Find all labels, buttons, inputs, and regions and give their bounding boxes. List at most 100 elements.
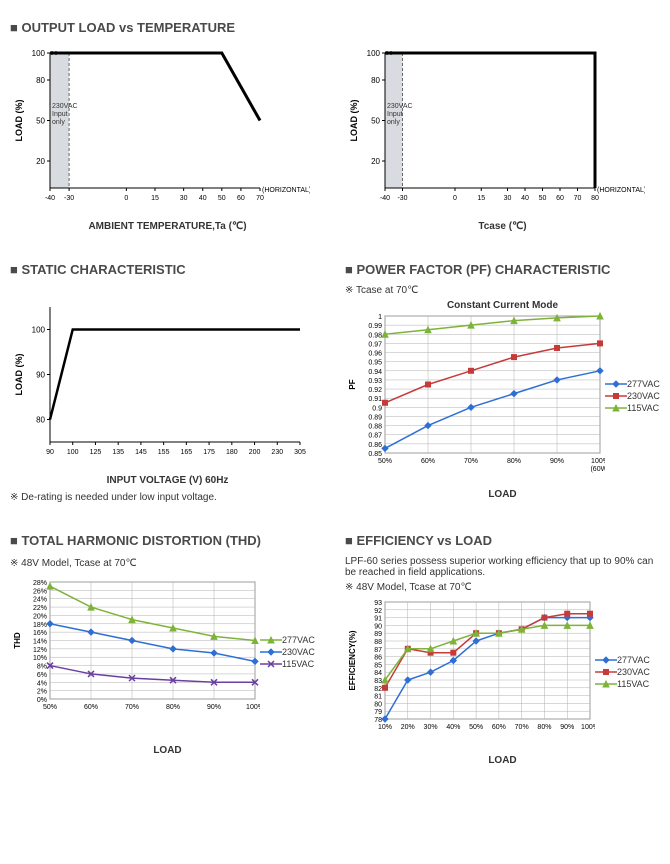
svg-text:0.97: 0.97: [368, 341, 382, 348]
svg-text:0: 0: [453, 195, 457, 202]
svg-text:100%: 100%: [581, 724, 595, 731]
chart1a: 230VACInputonly205080100-40-300153040506…: [10, 43, 325, 213]
svg-text:24%: 24%: [33, 597, 47, 604]
svg-text:30: 30: [180, 195, 188, 202]
svg-text:87: 87: [374, 647, 382, 654]
svg-text:18%: 18%: [33, 622, 47, 629]
legend-item: 230VAC: [260, 647, 315, 657]
svg-text:-30: -30: [64, 195, 74, 202]
svg-text:80: 80: [371, 76, 380, 85]
chart3-xlabel: LOAD: [345, 489, 660, 500]
svg-text:305: 305: [294, 449, 306, 456]
svg-text:0.87: 0.87: [368, 433, 382, 440]
chart5-xlabel: LOAD: [345, 755, 660, 766]
svg-text:90: 90: [46, 449, 54, 456]
chart4: 0%2%4%6%8%10%12%14%16%18%20%22%24%26%28%…: [10, 577, 325, 727]
svg-text:88: 88: [374, 639, 382, 646]
svg-text:92: 92: [374, 608, 382, 615]
svg-text:22%: 22%: [33, 605, 47, 612]
svg-text:125: 125: [90, 449, 102, 456]
legend-item: 277VAC: [605, 379, 660, 389]
row-2: STATIC CHARACTERISTIC 809010090100125135…: [10, 252, 660, 503]
svg-text:0.94: 0.94: [368, 369, 382, 376]
svg-text:16%: 16%: [33, 630, 47, 637]
svg-text:80%: 80%: [507, 458, 521, 465]
chart2: 8090100901001251351451551651751802002303…: [10, 297, 325, 467]
svg-text:0.96: 0.96: [368, 351, 382, 358]
svg-text:84: 84: [374, 670, 382, 677]
svg-text:90: 90: [36, 371, 45, 380]
svg-text:0.92: 0.92: [368, 387, 382, 394]
svg-text:60: 60: [237, 195, 245, 202]
svg-text:80%: 80%: [166, 704, 180, 711]
svg-text:90%: 90%: [207, 704, 221, 711]
svg-text:90: 90: [374, 623, 382, 630]
svg-text:0.91: 0.91: [368, 396, 382, 403]
svg-text:26%: 26%: [33, 588, 47, 595]
svg-text:86: 86: [374, 655, 382, 662]
svg-text:EFFICIENCY(%): EFFICIENCY(%): [348, 630, 357, 690]
legend-item: 230VAC: [595, 667, 650, 677]
svg-text:60: 60: [556, 195, 564, 202]
svg-text:15: 15: [151, 195, 159, 202]
svg-text:(HORIZONTAL): (HORIZONTAL): [262, 187, 310, 194]
svg-text:50: 50: [218, 195, 226, 202]
svg-text:60%: 60%: [421, 458, 435, 465]
col-static: STATIC CHARACTERISTIC 809010090100125135…: [10, 252, 325, 503]
svg-text:100: 100: [367, 49, 381, 58]
col-eff: EFFICIENCY vs LOAD LPF-60 series possess…: [345, 523, 660, 766]
svg-text:60%: 60%: [492, 724, 506, 731]
svg-text:0.93: 0.93: [368, 378, 382, 385]
chart3-title: Constant Current Mode: [345, 300, 660, 311]
svg-text:60%: 60%: [84, 704, 98, 711]
svg-text:80%: 80%: [537, 724, 551, 731]
svg-text:83: 83: [374, 678, 382, 685]
section-title-pf: POWER FACTOR (PF) CHARACTERISTIC: [345, 262, 660, 277]
legend-item: 230VAC: [605, 391, 660, 401]
svg-text:230VACInputonly: 230VACInputonly: [52, 103, 78, 126]
section-title-static: STATIC CHARACTERISTIC: [10, 262, 325, 277]
chart3-legend: 277VAC 230VAC 115VAC: [605, 377, 660, 415]
svg-text:10%: 10%: [378, 724, 392, 731]
chart5: 7879808182838485868788899091929310%20%30…: [345, 597, 660, 747]
row-1: 230VACInputonly205080100-40-300153040506…: [10, 43, 660, 232]
svg-text:0.9: 0.9: [372, 405, 382, 412]
svg-text:80: 80: [374, 701, 382, 708]
svg-text:93: 93: [374, 600, 382, 607]
legend-item: 115VAC: [595, 679, 650, 689]
svg-text:THD: THD: [13, 632, 22, 649]
legend-label: 115VAC: [627, 403, 659, 413]
legend-item: 277VAC: [595, 655, 650, 665]
chart4-xlabel: LOAD: [10, 745, 325, 756]
chart1a-container: 230VACInputonly205080100-40-300153040506…: [10, 43, 325, 232]
svg-text:4%: 4%: [37, 680, 47, 687]
svg-text:70%: 70%: [125, 704, 139, 711]
svg-text:0.98: 0.98: [368, 332, 382, 339]
svg-text:145: 145: [135, 449, 147, 456]
svg-text:-40: -40: [380, 195, 390, 202]
svg-text:1: 1: [378, 314, 382, 321]
svg-text:40: 40: [199, 195, 207, 202]
svg-text:80: 80: [36, 76, 45, 85]
svg-text:70%: 70%: [464, 458, 478, 465]
svg-text:12%: 12%: [33, 647, 47, 654]
col-pf: POWER FACTOR (PF) CHARACTERISTIC ※ Tcase…: [345, 252, 660, 503]
legend-label: 277VAC: [282, 635, 315, 645]
legend-label: 230VAC: [617, 667, 650, 677]
svg-text:20%: 20%: [401, 724, 415, 731]
legend-item: 115VAC: [605, 403, 660, 413]
chart1b-xlabel: Tcase (℃): [345, 221, 660, 232]
legend-item: 277VAC: [260, 635, 315, 645]
chart3-subnote: ※ Tcase at 70℃: [345, 285, 660, 296]
svg-text:(HORIZONTAL): (HORIZONTAL): [597, 187, 645, 194]
svg-text:175: 175: [203, 449, 215, 456]
legend-label: 115VAC: [282, 659, 314, 669]
svg-text:15: 15: [477, 195, 485, 202]
section-title-eff: EFFICIENCY vs LOAD: [345, 533, 660, 548]
section-title-thd: TOTAL HARMONIC DISTORTION (THD): [10, 533, 325, 548]
svg-text:0.89: 0.89: [368, 414, 382, 421]
svg-text:6%: 6%: [37, 672, 47, 679]
svg-text:LOAD (%): LOAD (%): [14, 100, 24, 142]
svg-text:0.86: 0.86: [368, 442, 382, 449]
svg-text:230: 230: [271, 449, 283, 456]
